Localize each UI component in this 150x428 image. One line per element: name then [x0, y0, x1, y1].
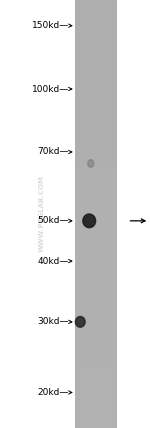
- Bar: [75, 396, 117, 401]
- Bar: [75, 423, 117, 428]
- Bar: [75, 70, 117, 75]
- Bar: [75, 364, 117, 369]
- Ellipse shape: [83, 214, 96, 228]
- Bar: [75, 123, 117, 128]
- Bar: [75, 273, 117, 278]
- Text: 50kd—: 50kd—: [38, 216, 69, 226]
- Bar: [75, 385, 117, 390]
- Text: 30kd—: 30kd—: [38, 317, 69, 327]
- Bar: [75, 113, 117, 118]
- Bar: [75, 289, 117, 294]
- Bar: [75, 278, 117, 283]
- Bar: [75, 342, 117, 348]
- Bar: [75, 177, 117, 182]
- Bar: [75, 198, 117, 203]
- Bar: [75, 294, 117, 300]
- Bar: [75, 209, 117, 214]
- Bar: [75, 300, 117, 305]
- Text: 20kd—: 20kd—: [38, 388, 69, 397]
- Bar: [75, 182, 117, 187]
- Bar: [75, 21, 117, 27]
- Bar: [75, 380, 117, 385]
- Bar: [75, 118, 117, 123]
- Bar: [75, 235, 117, 241]
- Bar: [75, 171, 117, 176]
- Ellipse shape: [88, 160, 94, 167]
- Bar: [75, 241, 117, 246]
- Bar: [75, 128, 117, 134]
- Bar: [75, 252, 117, 257]
- Bar: [75, 155, 117, 160]
- Bar: [75, 337, 117, 342]
- Bar: [75, 246, 117, 252]
- Bar: [75, 187, 117, 193]
- Text: 70kd—: 70kd—: [38, 147, 69, 157]
- Bar: [75, 230, 117, 235]
- Text: 40kd—: 40kd—: [38, 256, 69, 266]
- Bar: [75, 214, 117, 219]
- Bar: [75, 412, 117, 417]
- Bar: [75, 316, 117, 321]
- Bar: [75, 203, 117, 209]
- Bar: [75, 359, 117, 364]
- Text: 100kd—: 100kd—: [32, 84, 69, 94]
- Bar: [75, 27, 117, 32]
- Bar: [75, 369, 117, 374]
- Bar: [75, 75, 117, 80]
- Bar: [75, 0, 117, 428]
- Bar: [75, 102, 117, 107]
- Ellipse shape: [75, 317, 85, 327]
- Bar: [75, 43, 117, 48]
- Bar: [75, 417, 117, 423]
- Bar: [75, 59, 117, 64]
- Bar: [75, 193, 117, 198]
- Bar: [75, 310, 117, 316]
- Bar: [75, 326, 117, 332]
- Bar: [75, 160, 117, 166]
- Bar: [75, 80, 117, 86]
- Bar: [75, 390, 117, 396]
- Bar: [75, 262, 117, 268]
- Bar: [75, 268, 117, 273]
- Bar: [75, 32, 117, 38]
- Bar: [75, 374, 117, 380]
- Bar: [75, 11, 117, 16]
- Bar: [75, 407, 117, 412]
- Bar: [75, 220, 117, 225]
- Bar: [75, 54, 117, 59]
- Bar: [75, 150, 117, 155]
- Text: 150kd—: 150kd—: [32, 21, 69, 30]
- Bar: [75, 401, 117, 407]
- Bar: [75, 257, 117, 262]
- Bar: [75, 91, 117, 96]
- Bar: [75, 38, 117, 43]
- Bar: [75, 139, 117, 145]
- Bar: [75, 348, 117, 353]
- Bar: [75, 48, 117, 54]
- Bar: [75, 64, 117, 70]
- Bar: [75, 6, 117, 11]
- Bar: [75, 284, 117, 289]
- Bar: [75, 0, 117, 5]
- Bar: [75, 107, 117, 112]
- Bar: [75, 134, 117, 139]
- Bar: [75, 86, 117, 91]
- Bar: [75, 225, 117, 230]
- Bar: [75, 145, 117, 150]
- Bar: [75, 332, 117, 337]
- Text: WWW.PTGLAB.COM: WWW.PTGLAB.COM: [39, 175, 45, 253]
- Bar: [75, 321, 117, 327]
- Bar: [75, 353, 117, 359]
- Bar: [75, 96, 117, 102]
- Bar: [75, 305, 117, 310]
- Bar: [75, 16, 117, 21]
- Bar: [75, 166, 117, 171]
